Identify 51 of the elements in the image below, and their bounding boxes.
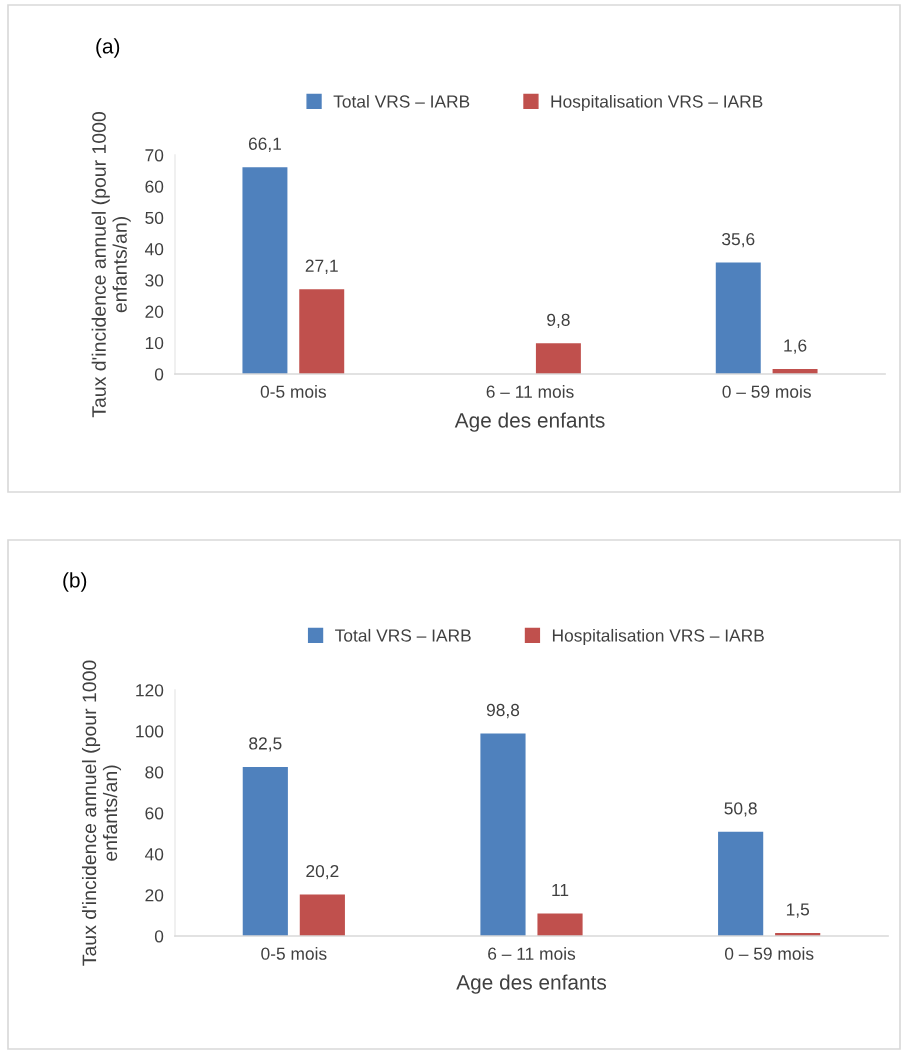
bar bbox=[535, 343, 581, 374]
data-label: 82,5 bbox=[249, 737, 282, 752]
data-label: 9,8 bbox=[547, 313, 570, 329]
data-label: 98,8 bbox=[486, 703, 520, 719]
data-label: 1,6 bbox=[784, 339, 807, 354]
legend-label: Total VRS – IARB bbox=[335, 628, 471, 642]
data-label: 27,1 bbox=[305, 259, 338, 274]
legend-label: Hospitalisation VRS – IARB bbox=[551, 94, 763, 112]
legend-label: Total VRS – IARB bbox=[333, 94, 470, 108]
bar bbox=[715, 262, 761, 374]
y-tick-label: 0 bbox=[154, 930, 164, 943]
y-tick-label: 40 bbox=[144, 848, 164, 861]
x-tick-label: 6 – 11 mois bbox=[488, 947, 576, 960]
y-tick-label: 0 bbox=[154, 368, 164, 381]
x-tick-label: 0-5 mois bbox=[261, 947, 327, 960]
bar bbox=[718, 831, 764, 936]
bar bbox=[480, 733, 526, 936]
y-tick-label: 30 bbox=[145, 274, 164, 287]
x-axis-title: Age des enfants bbox=[454, 412, 605, 432]
bar bbox=[299, 894, 345, 936]
y-axis-title: Taux d'incidence annuel (pour 1000 enfants/an) bbox=[91, 112, 131, 418]
y-tick-label: 20 bbox=[145, 305, 164, 318]
data-label: 20,2 bbox=[306, 864, 339, 880]
data-label: 50,8 bbox=[724, 802, 757, 817]
x-tick-label: 0 – 59 mois bbox=[724, 947, 814, 960]
y-tick-label: 100 bbox=[136, 725, 164, 738]
data-label: 35,6 bbox=[722, 233, 755, 248]
data-label: 11 bbox=[552, 884, 569, 896]
bar bbox=[537, 913, 583, 936]
y-tick-label: 20 bbox=[145, 889, 164, 902]
y-tick-label: 40 bbox=[144, 243, 164, 256]
x-tick-label: 6 – 11 mois bbox=[486, 385, 574, 398]
y-tick-label: 50 bbox=[145, 211, 164, 225]
chart-title: (b) bbox=[63, 572, 87, 592]
data-label: 1,5 bbox=[786, 903, 810, 918]
y-tick-label: 60 bbox=[145, 807, 164, 820]
bar bbox=[299, 289, 345, 374]
y-tick-label: 120 bbox=[136, 684, 164, 697]
y-tick-label: 10 bbox=[145, 336, 164, 350]
y-tick-label: 80 bbox=[145, 766, 164, 779]
bar bbox=[242, 167, 288, 374]
bar bbox=[242, 766, 288, 936]
x-tick-label: 0-5 mois bbox=[260, 385, 326, 398]
legend-label: Hospitalisation VRS – IARB bbox=[552, 628, 764, 646]
y-axis-title: Taux d'incidence annuel (pour 1000 enfants/an) bbox=[81, 660, 122, 966]
x-axis-title: Age des enfants bbox=[456, 974, 607, 994]
chart-title: (a) bbox=[96, 38, 120, 58]
y-tick-label: 60 bbox=[145, 180, 164, 193]
y-tick-label: 70 bbox=[145, 149, 164, 162]
data-label: 66,1 bbox=[248, 137, 281, 152]
x-tick-label: 0 – 59 mois bbox=[722, 385, 811, 398]
